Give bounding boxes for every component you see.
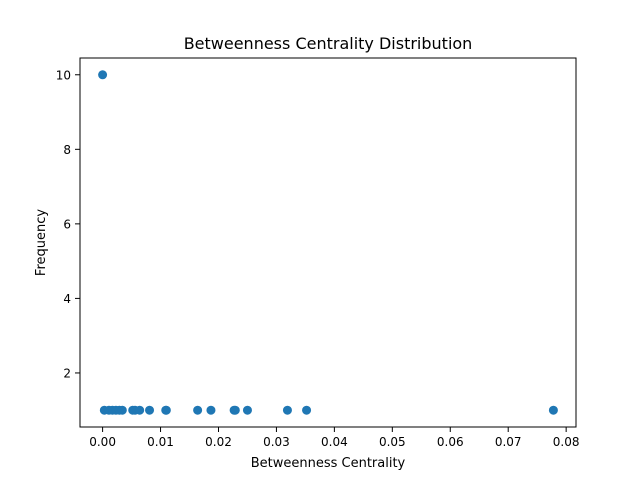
data-point [117,405,127,415]
y-axis-label: Frequency [34,209,49,276]
y-tick-label: 10 [56,68,71,82]
data-points [98,70,558,415]
data-point [548,405,558,415]
data-point [193,405,203,415]
x-axis-label: Betweenness Centrality [251,456,406,471]
x-axis-ticks: 0.00 0.01 0.02 0.03 0.04 0.05 0.06 0.07 0.08 [89,427,580,449]
chart-title: Betweenness Centrality Distribution [184,34,473,53]
data-point [282,405,292,415]
x-tick-label: 0.04 [321,435,348,449]
data-point [161,405,171,415]
x-tick-label: 0.02 [205,435,232,449]
y-tick-label: 6 [63,217,71,231]
data-point [135,405,145,415]
data-point [206,405,216,415]
data-point [230,405,240,415]
data-point [98,70,108,80]
x-tick-label: 0.08 [553,435,580,449]
y-axis-ticks: 2 4 6 8 10 [56,68,80,380]
y-tick-label: 4 [63,292,71,306]
x-tick-label: 0.03 [263,435,290,449]
x-tick-label: 0.06 [437,435,464,449]
x-tick-label: 0.07 [495,435,522,449]
data-point [242,405,252,415]
data-point [145,405,155,415]
x-tick-label: 0.05 [379,435,406,449]
x-tick-label: 0.01 [147,435,174,449]
data-point [302,405,312,415]
y-tick-label: 8 [63,143,71,157]
plot-area: 0.00 0.01 0.02 0.03 0.04 0.05 0.06 0.07 0.08 2 4 6… [56,57,580,449]
plot-frame [79,57,577,428]
x-tick-label: 0.00 [89,435,116,449]
y-tick-label: 2 [63,366,71,380]
